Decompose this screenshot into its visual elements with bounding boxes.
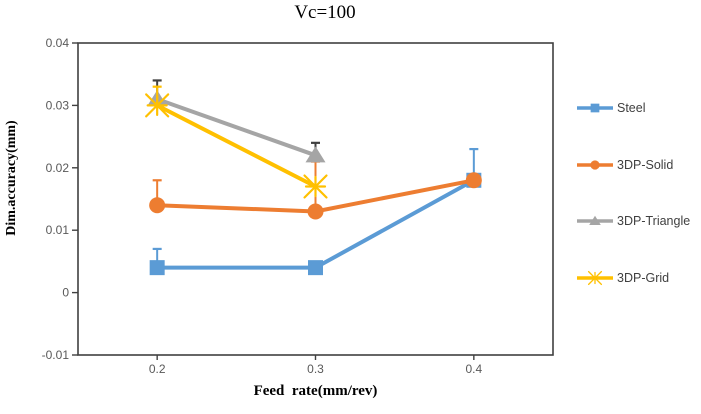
- svg-text:0.04: 0.04: [46, 36, 70, 50]
- svg-text:0.3: 0.3: [307, 362, 324, 376]
- legend: Steel 3DP-Solid 3DP-Triangle 3DP-Grid: [575, 80, 690, 306]
- svg-text:-0.01: -0.01: [42, 348, 70, 362]
- steel-series-marker-icon: [575, 100, 615, 116]
- legend-label: Steel: [617, 101, 646, 116]
- triangle-series-marker-icon: [575, 213, 615, 229]
- chart-title: Vc=100: [294, 2, 356, 23]
- x-axis-title: Feed rate(mm/rev): [253, 383, 378, 399]
- solid-series-marker-icon: [575, 157, 615, 173]
- legend-label: 3DP-Grid: [617, 270, 670, 285]
- svg-text:0.4: 0.4: [465, 362, 482, 376]
- legend-label: 3DP-Solid: [617, 157, 674, 172]
- legend-label: 3DP-Triangle: [617, 214, 691, 229]
- legend-item: 3DP-Triangle: [575, 193, 690, 250]
- legend-item: Steel: [575, 80, 690, 137]
- legend-item: 3DP-Grid: [575, 250, 690, 307]
- svg-text:0.02: 0.02: [46, 161, 70, 175]
- grid-series-marker-icon: [575, 270, 615, 286]
- svg-text:0: 0: [62, 286, 69, 300]
- legend-item: 3DP-Solid: [575, 137, 690, 194]
- svg-text:0.2: 0.2: [149, 362, 166, 376]
- svg-text:0.03: 0.03: [46, 98, 70, 112]
- svg-text:0.01: 0.01: [46, 223, 70, 237]
